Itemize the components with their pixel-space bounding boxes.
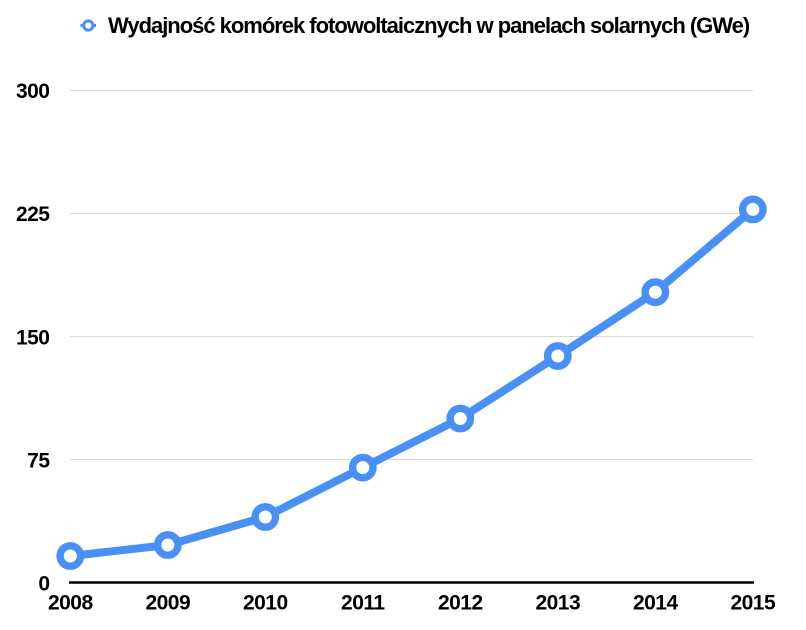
svg-text:2015: 2015 xyxy=(730,592,776,615)
svg-text:2014: 2014 xyxy=(633,592,679,615)
svg-text:150: 150 xyxy=(16,326,50,349)
svg-text:75: 75 xyxy=(27,449,50,472)
svg-text:2008: 2008 xyxy=(48,592,94,615)
svg-text:2012: 2012 xyxy=(438,592,483,615)
svg-text:0: 0 xyxy=(38,572,49,595)
svg-text:300: 300 xyxy=(16,80,50,103)
svg-text:2010: 2010 xyxy=(243,592,288,615)
svg-text:2013: 2013 xyxy=(535,592,580,615)
svg-text:225: 225 xyxy=(16,203,50,226)
svg-text:2011: 2011 xyxy=(341,592,385,615)
svg-text:2009: 2009 xyxy=(145,592,190,615)
svg-text:Wydajność komórek fotowoltaicz: Wydajność komórek fotowoltaicznych w pan… xyxy=(108,13,750,38)
